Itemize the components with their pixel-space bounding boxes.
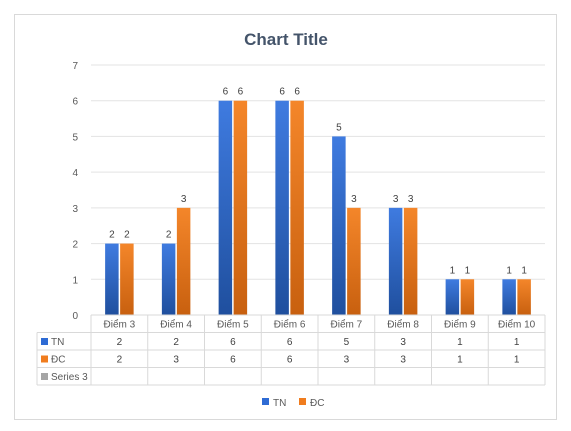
legend-entry: ĐC xyxy=(310,398,324,409)
data-label: 6 xyxy=(238,87,244,98)
data-label: 3 xyxy=(181,194,187,205)
bar-tn-5 xyxy=(332,136,346,315)
table-cell: 6 xyxy=(287,337,293,348)
table-row-label: TN xyxy=(51,337,64,348)
x-category-label: Điểm 5 xyxy=(217,319,249,331)
table-row-label: ĐC xyxy=(51,355,65,366)
data-label: 1 xyxy=(465,265,471,276)
y-tick-label: 4 xyxy=(72,168,78,179)
y-axis-ticks: 0 1 2 3 4 5 6 7 xyxy=(72,61,78,322)
x-category-label: Điểm 3 xyxy=(104,319,136,331)
table-cell: 6 xyxy=(287,355,293,366)
bar-c-5 xyxy=(347,207,361,315)
legend-swatch xyxy=(262,398,269,405)
data-label: 1 xyxy=(521,265,527,276)
table-cell: 3 xyxy=(344,355,350,366)
data-label: 6 xyxy=(223,87,229,98)
table-cell: 1 xyxy=(514,337,520,348)
bars xyxy=(105,100,531,315)
data-label: 2 xyxy=(166,230,172,241)
legend-swatch xyxy=(299,398,306,405)
table-cell: 1 xyxy=(457,355,463,366)
bar-tn-6 xyxy=(388,207,403,315)
y-tick-label: 5 xyxy=(72,132,78,143)
y-tick-label: 7 xyxy=(72,61,78,72)
table-cell: 3 xyxy=(400,337,406,348)
x-category-label: Điểm 9 xyxy=(444,319,476,331)
legend: TN ĐC xyxy=(262,398,324,409)
data-label: 5 xyxy=(336,122,342,133)
grid-layer xyxy=(91,64,545,280)
table-cell: 6 xyxy=(230,355,236,366)
bar-c-8 xyxy=(517,279,531,315)
data-label: 6 xyxy=(279,87,285,98)
table-cell: 2 xyxy=(173,337,179,348)
bar-tn-1 xyxy=(105,243,119,315)
data-label: 1 xyxy=(506,265,512,276)
bar-tn-4 xyxy=(275,100,289,315)
x-category-label: Điểm 4 xyxy=(160,319,192,331)
data-label: 1 xyxy=(450,265,456,276)
bar-c-1 xyxy=(120,243,134,315)
legend-key-swatch xyxy=(41,373,48,380)
x-category-label: Điểm 8 xyxy=(387,319,419,331)
legend-key-swatch xyxy=(41,355,48,363)
data-label: 3 xyxy=(351,194,357,205)
table-cell: 5 xyxy=(344,337,350,348)
x-category-label: Điểm 10 xyxy=(498,319,536,331)
data-label: 3 xyxy=(408,194,414,205)
bar-tn-7 xyxy=(445,279,460,315)
data-label: 2 xyxy=(109,230,115,241)
chart-title: Chart Title xyxy=(244,30,328,49)
table-cell: 1 xyxy=(457,337,463,348)
x-category-label: Điểm 7 xyxy=(331,319,363,331)
y-tick-label: 3 xyxy=(72,204,78,215)
data-label: 3 xyxy=(393,194,399,205)
data-labels: 2 2 236 6 6 653 3 31 1 1 1 xyxy=(109,87,527,277)
table-cell: 3 xyxy=(173,355,179,366)
y-tick-label: 1 xyxy=(72,275,78,286)
table-cell: 6 xyxy=(230,337,236,348)
bar-c-4 xyxy=(290,100,304,315)
y-tick-label: 6 xyxy=(72,97,78,108)
data-label: 6 xyxy=(294,87,300,98)
table-cell: 3 xyxy=(400,355,406,366)
bar-c-2 xyxy=(176,207,191,315)
bar-tn-3 xyxy=(218,100,233,315)
table-cell: 1 xyxy=(514,355,520,366)
x-category-label: Điểm 6 xyxy=(274,319,306,331)
table-row-label: Series 3 xyxy=(51,372,88,383)
data-table: Điểm 3 Điểm 4 Điểm 5 Điểm 6 Điểm 7 Điểm 8 Điểm… xyxy=(36,314,546,386)
y-tick-label: 0 xyxy=(72,311,78,322)
data-label: 2 xyxy=(124,230,130,241)
y-tick-label: 2 xyxy=(72,240,78,251)
legend-key-swatch xyxy=(41,338,48,345)
bar-c-3 xyxy=(233,100,248,315)
bar-c-6 xyxy=(403,207,418,315)
table-cell: 2 xyxy=(117,337,123,348)
legend-entry: TN xyxy=(273,398,286,409)
bar-tn-8 xyxy=(502,279,516,315)
bar-tn-2 xyxy=(161,243,176,315)
bar-c-7 xyxy=(460,279,475,315)
table-cell: 2 xyxy=(117,355,123,366)
